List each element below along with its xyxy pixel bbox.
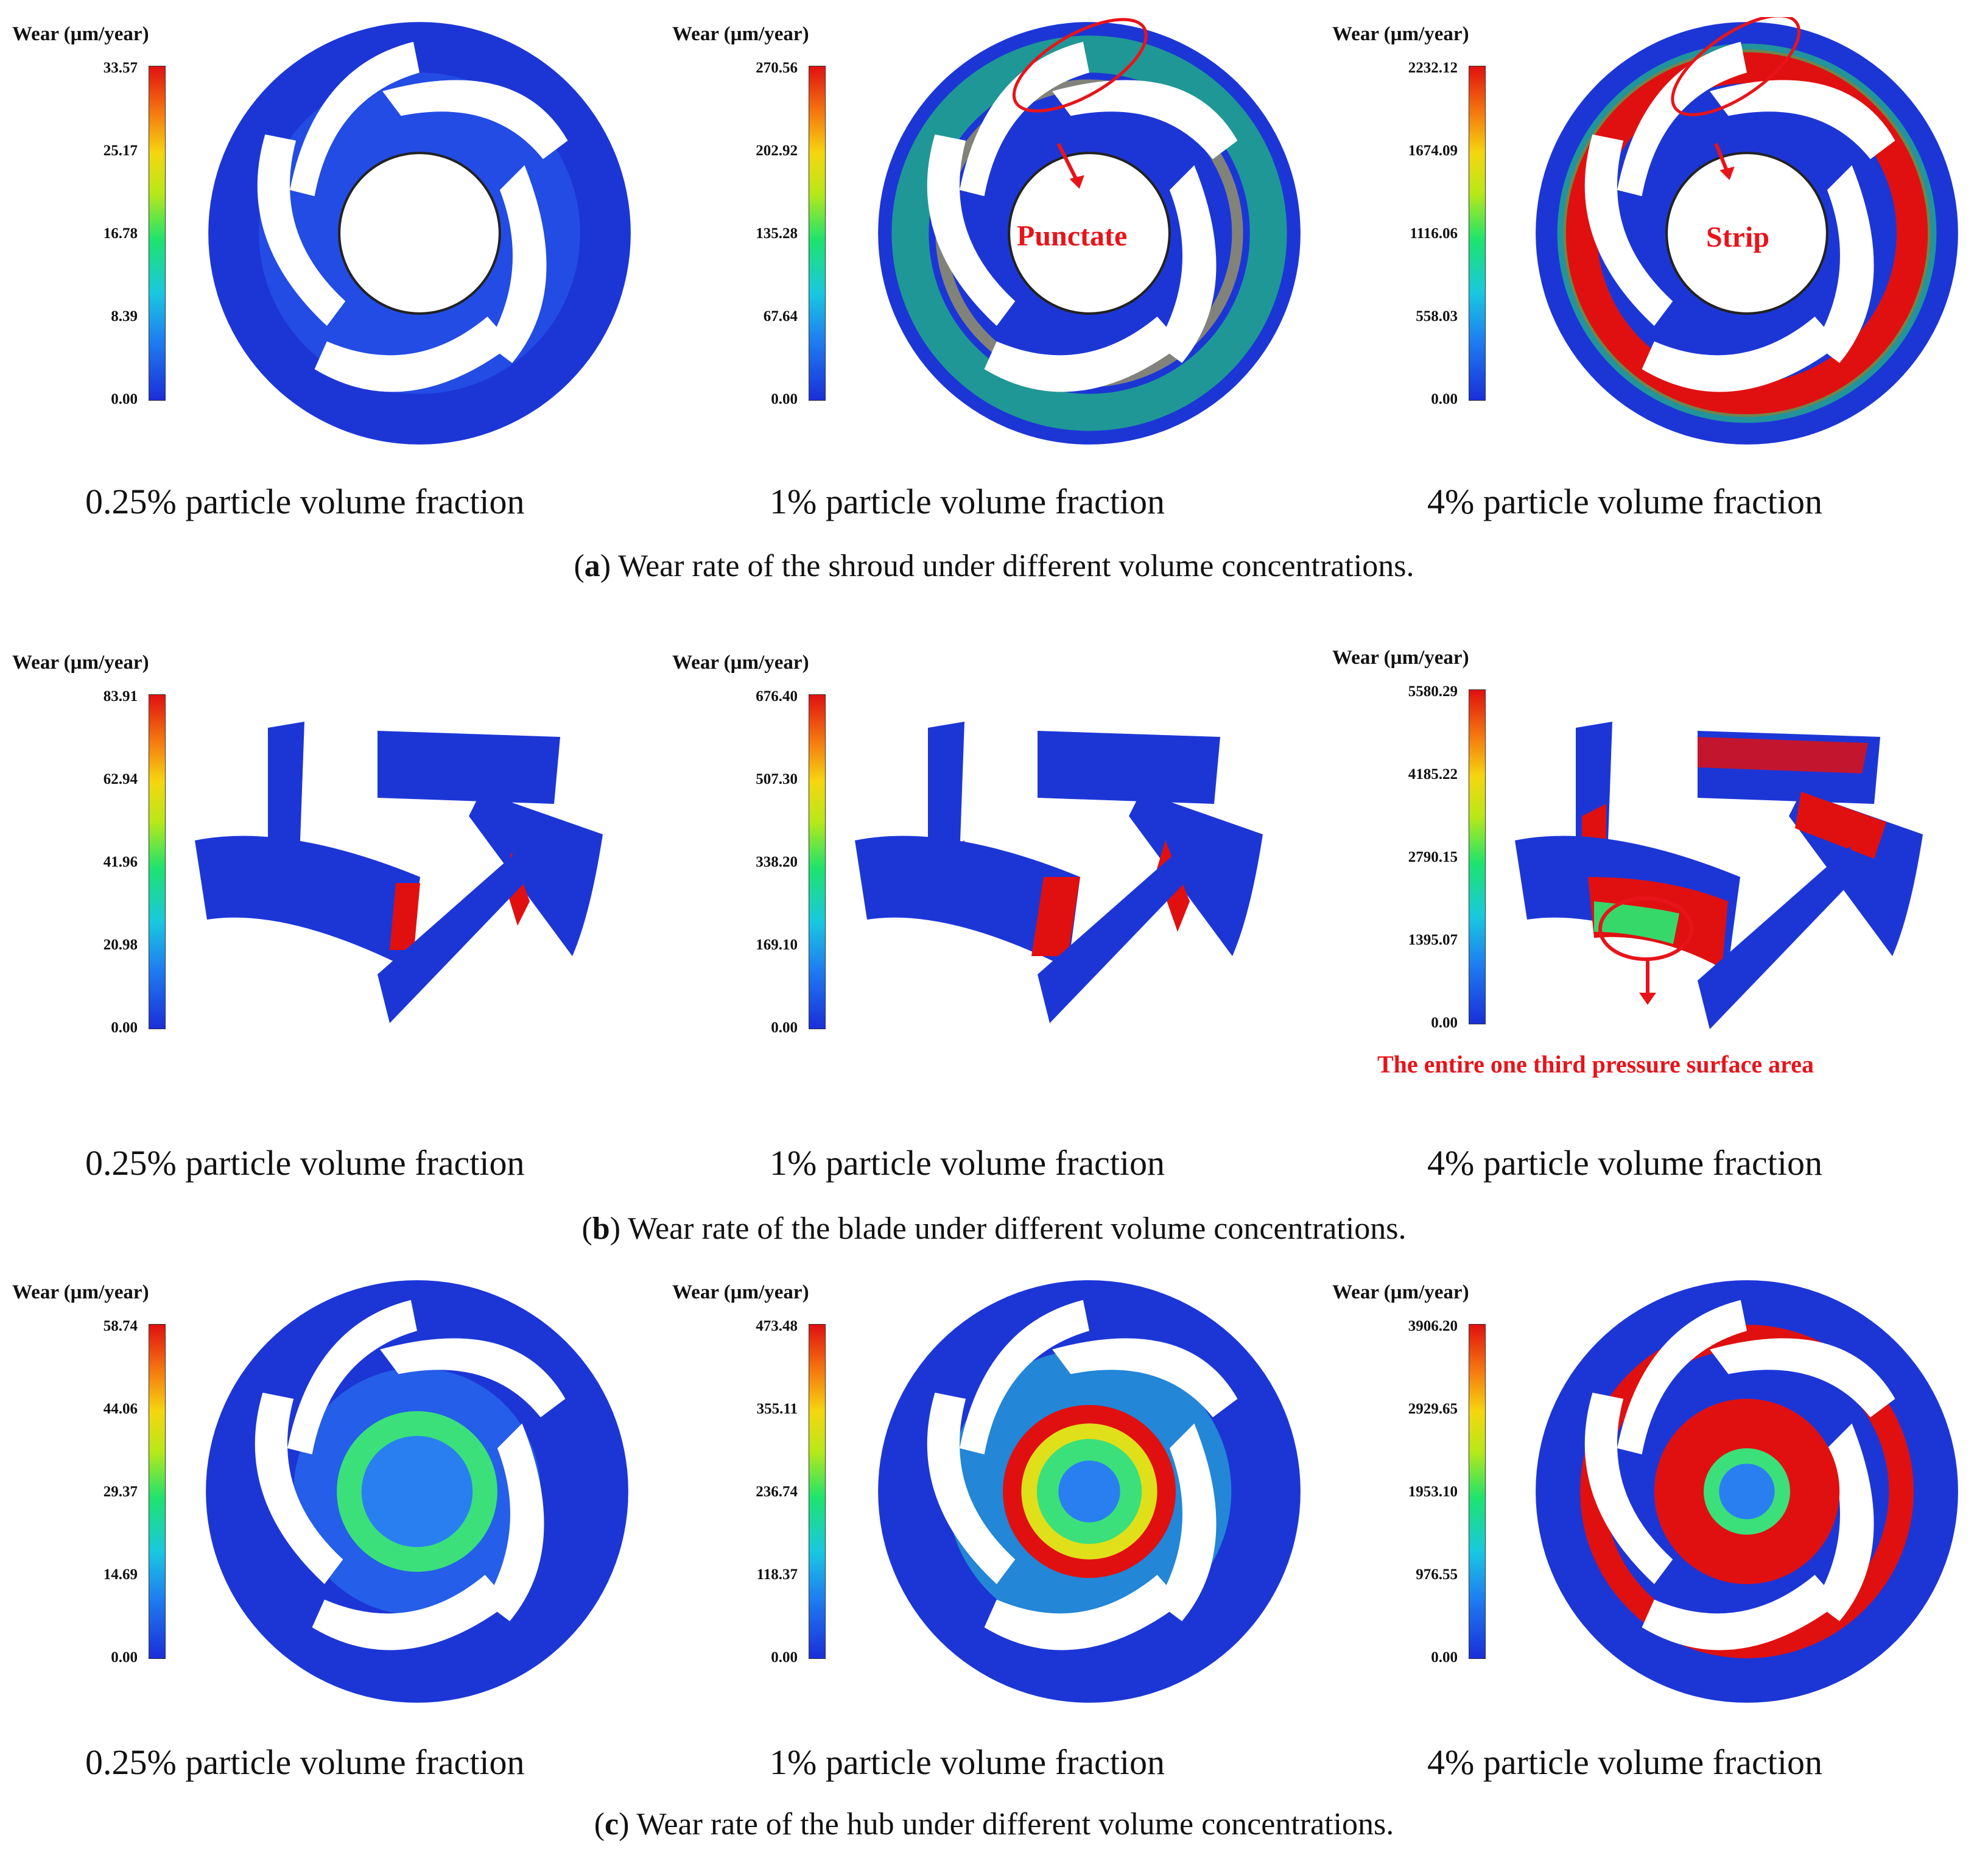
- colorbar-tick: 0.00: [1431, 1015, 1458, 1031]
- colorbar-tick: 58.74: [103, 1318, 138, 1334]
- column-label: 0.25% particle volume fraction: [85, 482, 525, 521]
- colorbar-tick: 2929.65: [1408, 1401, 1458, 1417]
- colorbar-tick: 25.17: [103, 143, 138, 159]
- legend-title: Wear (µm/year): [672, 1281, 809, 1303]
- column-label: 0.25% particle volume fraction: [85, 1143, 525, 1183]
- colorbar-tick: 1953.10: [1408, 1484, 1458, 1500]
- caption-c: (c) Wear rate of the hub under different…: [594, 1807, 1394, 1842]
- colorbar-tick: 0.00: [771, 1649, 798, 1666]
- colorbar-tick: 169.10: [756, 937, 798, 953]
- hub-wear-contour: [206, 1280, 628, 1703]
- blade-wear-contour: [195, 722, 603, 1023]
- colorbar-tick: 8.39: [111, 308, 138, 325]
- colorbar-tick: 270.56: [756, 60, 798, 76]
- caption-b: (b) Wear rate of the blade under differe…: [581, 1211, 1407, 1246]
- colorbar-tick: 0.00: [1431, 391, 1458, 407]
- colorbar-tick: 83.91: [103, 688, 138, 705]
- legend-title: Wear (µm/year): [1332, 1281, 1469, 1303]
- colorbar: [149, 1324, 166, 1659]
- colorbar-tick: 0.00: [111, 1649, 138, 1666]
- colorbar-tick: 473.48: [756, 1318, 798, 1334]
- colorbar-tick: 41.96: [103, 854, 138, 870]
- caption-label: b: [592, 1211, 610, 1246]
- colorbar: [149, 66, 166, 401]
- shroud-wear-contour: [878, 18, 1301, 445]
- colorbar-tick: 67.64: [763, 308, 798, 325]
- colorbar-tick: 16.78: [103, 225, 138, 242]
- colorbar-tick: 558.03: [1416, 308, 1458, 325]
- colorbar-tick: 1674.09: [1408, 143, 1458, 159]
- column-label: 4% particle volume fraction: [1427, 1143, 1823, 1183]
- blade-wear-contour: [1515, 722, 1923, 1029]
- colorbar-tick: 976.55: [1416, 1566, 1458, 1583]
- column-label: 0.25% particle volume fraction: [85, 1742, 525, 1782]
- column-label: 1% particle volume fraction: [770, 1143, 1165, 1183]
- colorbar-tick: 202.92: [756, 143, 798, 159]
- colorbar: [809, 1324, 826, 1659]
- legend-title: Wear (µm/year): [672, 23, 809, 45]
- colorbar-tick: 338.20: [756, 854, 798, 870]
- colorbar-tick: 2232.12: [1408, 60, 1458, 76]
- colorbar: [809, 66, 826, 401]
- caption-label: a: [584, 549, 600, 583]
- colorbar-tick: 1116.06: [1410, 225, 1458, 242]
- colorbar-tick: 0.00: [111, 1019, 138, 1036]
- colorbar: [149, 694, 166, 1029]
- colorbar-tick: 62.94: [103, 771, 138, 787]
- colorbar-tick: 14.69: [103, 1566, 138, 1583]
- caption-text: ) Wear rate of the hub under different v…: [619, 1807, 1394, 1842]
- legend-title: Wear (µm/year): [12, 1281, 149, 1303]
- hub-wear-contour: [1536, 1280, 1958, 1703]
- caption-a: (a) Wear rate of the shroud under differ…: [574, 549, 1414, 583]
- column-label: 4% particle volume fraction: [1427, 482, 1823, 521]
- colorbar-tick: 3906.20: [1408, 1318, 1458, 1334]
- hub-wear-contour: [878, 1280, 1301, 1703]
- colorbar-tick: 118.37: [756, 1566, 798, 1583]
- colorbar-tick: 29.37: [103, 1484, 138, 1500]
- colorbar-tick: 0.00: [771, 1019, 798, 1036]
- colorbar-tick: 0.00: [771, 391, 798, 407]
- colorbar-tick: 33.57: [103, 60, 138, 76]
- colorbar: [1469, 689, 1486, 1024]
- blade-wear-contour: [855, 722, 1263, 1023]
- colorbar-tick: 0.00: [111, 391, 138, 407]
- column-label: 4% particle volume fraction: [1427, 1742, 1823, 1782]
- colorbar-tick: 1395.07: [1408, 932, 1458, 948]
- colorbar-tick: 20.98: [103, 937, 138, 953]
- colorbar-tick: 44.06: [103, 1401, 138, 1417]
- colorbar: [1469, 1324, 1486, 1659]
- caption-label: c: [605, 1807, 619, 1842]
- annotation-pressure-surface: The entire one third pressure surface ar…: [1377, 1051, 1814, 1078]
- legend-title: Wear (µm/year): [1332, 647, 1469, 669]
- colorbar-tick: 4185.22: [1408, 766, 1458, 783]
- legend-title: Wear (µm/year): [12, 23, 149, 45]
- colorbar-tick: 236.74: [756, 1484, 798, 1500]
- colorbar-tick: 2790.15: [1408, 849, 1458, 865]
- annotation-punctate: Punctate: [1017, 220, 1128, 252]
- column-label: 1% particle volume fraction: [770, 1742, 1165, 1782]
- caption-text: ) Wear rate of the blade under different…: [609, 1211, 1407, 1246]
- colorbar-tick: 507.30: [756, 771, 798, 787]
- legend-title: Wear (µm/year): [12, 652, 149, 674]
- colorbar-tick: 5580.29: [1408, 683, 1458, 700]
- legend-title: Wear (µm/year): [1332, 23, 1469, 45]
- caption-text: ) Wear rate of the shroud under differen…: [600, 549, 1414, 583]
- colorbar: [1469, 66, 1486, 401]
- column-label: 1% particle volume fraction: [770, 482, 1165, 521]
- colorbar-tick: 676.40: [756, 688, 798, 705]
- colorbar-tick: 0.00: [1431, 1649, 1458, 1666]
- shroud-wear-contour: [208, 22, 631, 445]
- legend-title: Wear (µm/year): [672, 652, 809, 674]
- shroud-wear-contour: [1536, 17, 1958, 445]
- colorbar-tick: 355.11: [756, 1401, 798, 1417]
- colorbar: [809, 694, 826, 1029]
- colorbar-tick: 135.28: [756, 225, 798, 242]
- annotation-strip: Strip: [1706, 221, 1770, 253]
